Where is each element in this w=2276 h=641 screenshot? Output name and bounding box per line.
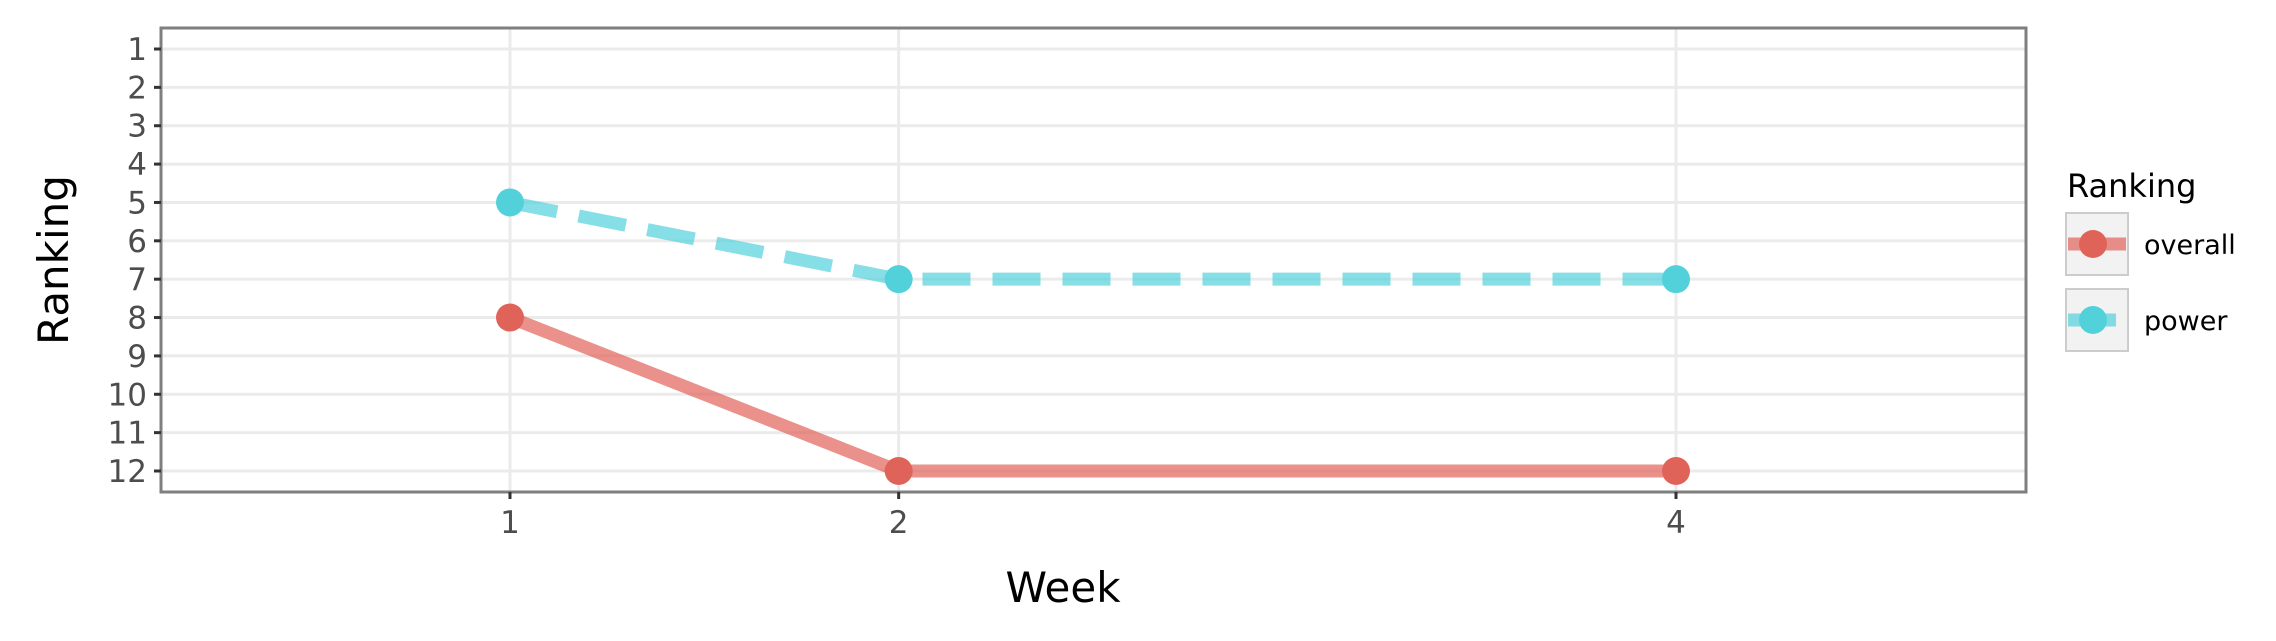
data-point-power — [496, 188, 524, 217]
y-tick-label: 9 — [127, 339, 147, 375]
series-layer — [496, 188, 1690, 485]
data-point-overall — [884, 457, 913, 485]
legend-label-power: power — [2144, 306, 2228, 337]
y-axis-title: Ranking — [29, 175, 78, 345]
x-tick-label: 4 — [1666, 505, 1686, 541]
legend: Ranking overall power — [2065, 167, 2236, 352]
x-tick-label: 1 — [500, 505, 520, 541]
data-point-power — [884, 265, 913, 294]
plot-panel-border — [159, 26, 2028, 494]
y-tick-label: 8 — [127, 301, 147, 337]
x-axis-title: Week — [1005, 563, 1121, 612]
data-point-overall — [496, 303, 524, 332]
legend-point-overall — [2079, 230, 2107, 258]
plot-panel-background — [161, 28, 2026, 492]
y-tick-label: 12 — [108, 454, 147, 490]
y-tick-label: 10 — [108, 377, 147, 413]
legend-label-overall: overall — [2144, 230, 2236, 261]
legend-point-power — [2079, 306, 2107, 334]
y-tick-label: 3 — [127, 109, 147, 145]
y-tick-label: 6 — [127, 224, 147, 260]
data-point-power — [1662, 265, 1690, 294]
x-axis: 1 2 4 — [500, 492, 1686, 541]
y-tick-label: 7 — [127, 262, 147, 298]
legend-title: Ranking — [2067, 167, 2196, 205]
x-tick-label: 2 — [889, 505, 909, 541]
y-tick-label: 5 — [127, 185, 147, 221]
y-tick-label: 2 — [127, 70, 147, 106]
y-tick-label: 11 — [108, 416, 147, 452]
major-gridlines — [161, 28, 2026, 492]
y-tick-label: 1 — [127, 32, 147, 68]
y-tick-label: 4 — [127, 147, 147, 183]
data-point-overall — [1662, 457, 1690, 485]
